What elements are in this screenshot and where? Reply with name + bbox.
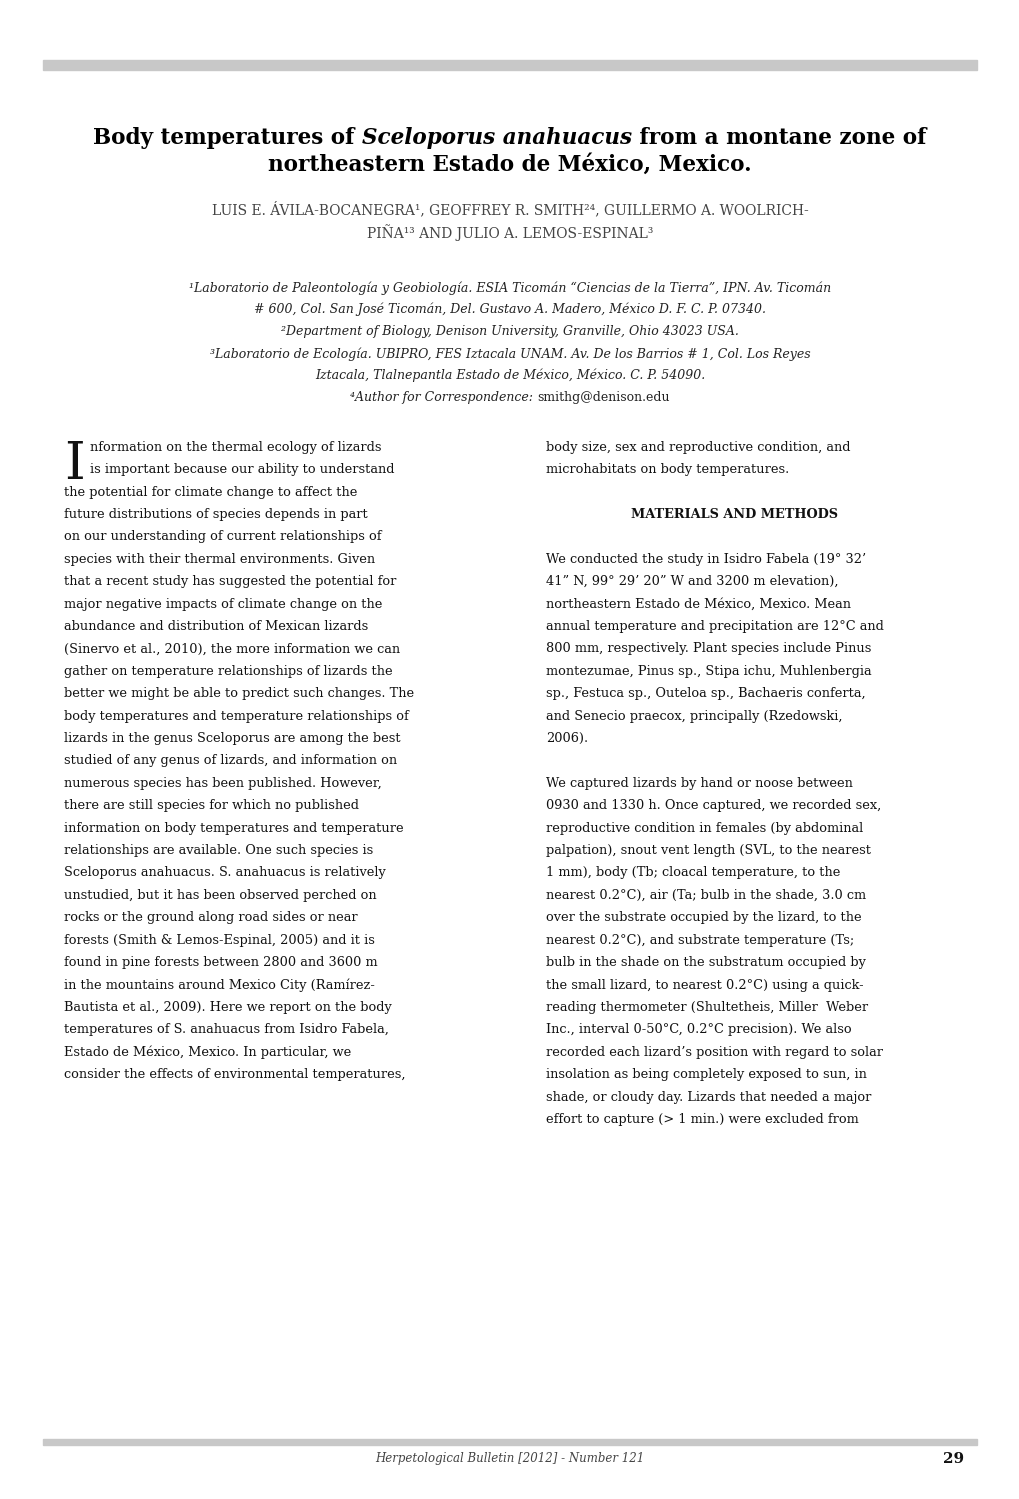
Text: microhabitats on body temperatures.: microhabitats on body temperatures. bbox=[545, 463, 788, 477]
Bar bbox=[43, 1439, 976, 1445]
Text: nearest 0.2°C), air (Ta; bulb in the shade, 3.0 cm: nearest 0.2°C), air (Ta; bulb in the sha… bbox=[545, 889, 865, 902]
Text: 41” N, 99° 29’ 20” W and 3200 m elevation),: 41” N, 99° 29’ 20” W and 3200 m elevatio… bbox=[545, 576, 838, 588]
Text: PIÑA¹³ AND JULIO A. LEMOS-ESPINAL³: PIÑA¹³ AND JULIO A. LEMOS-ESPINAL³ bbox=[367, 223, 652, 241]
Text: temperatures of S. anahuacus from Isidro Fabela,: temperatures of S. anahuacus from Isidro… bbox=[64, 1024, 389, 1036]
Text: that a recent study has suggested the potential for: that a recent study has suggested the po… bbox=[64, 576, 396, 588]
Text: in the mountains around Mexico City (Ramírez-: in the mountains around Mexico City (Ram… bbox=[64, 979, 375, 992]
Text: Sceloporus anahuacus: Sceloporus anahuacus bbox=[362, 127, 632, 148]
Text: annual temperature and precipitation are 12°C and: annual temperature and precipitation are… bbox=[545, 621, 882, 633]
Text: ²Department of Biology, Denison University, Granville, Ohio 43023 USA.: ²Department of Biology, Denison Universi… bbox=[281, 325, 738, 337]
Text: ⁴Author for Correspondence:: ⁴Author for Correspondence: bbox=[350, 391, 537, 403]
Text: Body temperatures of: Body temperatures of bbox=[93, 127, 362, 148]
Text: 1 mm), body (Tb; cloacal temperature, to the: 1 mm), body (Tb; cloacal temperature, to… bbox=[545, 866, 840, 880]
Text: information on body temperatures and temperature: information on body temperatures and tem… bbox=[64, 821, 404, 835]
Text: insolation as being completely exposed to sun, in: insolation as being completely exposed t… bbox=[545, 1069, 866, 1081]
Text: relationships are available. One such species is: relationships are available. One such sp… bbox=[64, 844, 373, 857]
Text: studied of any genus of lizards, and information on: studied of any genus of lizards, and inf… bbox=[64, 754, 397, 767]
Text: numerous species has been published. However,: numerous species has been published. How… bbox=[64, 776, 382, 790]
Text: Sceloporus anahuacus. S. anahuacus is relatively: Sceloporus anahuacus. S. anahuacus is re… bbox=[64, 866, 385, 880]
Text: ¹Laboratorio de Paleontología y Geobiología. ESIA Ticomán “Ciencias de la Tierra: ¹Laboratorio de Paleontología y Geobiolo… bbox=[189, 280, 830, 295]
Text: the small lizard, to nearest 0.2°C) using a quick-: the small lizard, to nearest 0.2°C) usin… bbox=[545, 979, 862, 991]
Text: montezumae, Pinus sp., Stipa ichu, Muhlenbergia: montezumae, Pinus sp., Stipa ichu, Muhle… bbox=[545, 666, 870, 678]
Text: better we might be able to predict such changes. The: better we might be able to predict such … bbox=[64, 687, 414, 700]
Text: future distributions of species depends in part: future distributions of species depends … bbox=[64, 508, 368, 522]
Text: consider the effects of environmental temperatures,: consider the effects of environmental te… bbox=[64, 1069, 406, 1081]
Text: reading thermometer (Shultetheis, Miller  Weber: reading thermometer (Shultetheis, Miller… bbox=[545, 1001, 867, 1013]
Text: palpation), snout vent length (SVL, to the nearest: palpation), snout vent length (SVL, to t… bbox=[545, 844, 870, 857]
Text: ³Laboratorio de Ecología. UBIPRO, FES Iztacala UNAM. Av. De los Barrios # 1, Col: ³Laboratorio de Ecología. UBIPRO, FES Iz… bbox=[210, 346, 809, 361]
Text: Inc., interval 0-50°C, 0.2°C precision). We also: Inc., interval 0-50°C, 0.2°C precision).… bbox=[545, 1024, 851, 1036]
Text: northeastern Estado de México, Mexico. Mean: northeastern Estado de México, Mexico. M… bbox=[545, 598, 850, 610]
Text: the potential for climate change to affect the: the potential for climate change to affe… bbox=[64, 486, 358, 499]
Text: forests (Smith & Lemos-Espinal, 2005) and it is: forests (Smith & Lemos-Espinal, 2005) an… bbox=[64, 934, 375, 947]
Text: major negative impacts of climate change on the: major negative impacts of climate change… bbox=[64, 598, 382, 610]
Text: over the substrate occupied by the lizard, to the: over the substrate occupied by the lizar… bbox=[545, 911, 860, 925]
Text: Iztacala, Tlalnepantla Estado de México, México. C. P. 54090.: Iztacala, Tlalnepantla Estado de México,… bbox=[315, 367, 704, 382]
Text: found in pine forests between 2800 and 3600 m: found in pine forests between 2800 and 3… bbox=[64, 956, 377, 970]
Text: We conducted the study in Isidro Fabela (19° 32’: We conducted the study in Isidro Fabela … bbox=[545, 553, 865, 565]
Text: smithg@denison.edu: smithg@denison.edu bbox=[537, 391, 669, 403]
Text: (Sinervo et al., 2010), the more information we can: (Sinervo et al., 2010), the more informa… bbox=[64, 643, 400, 655]
Text: from a montane zone of: from a montane zone of bbox=[632, 127, 926, 148]
Text: is important because our ability to understand: is important because our ability to unde… bbox=[90, 463, 394, 477]
Text: nearest 0.2°C), and substrate temperature (Ts;: nearest 0.2°C), and substrate temperatur… bbox=[545, 934, 853, 947]
Text: 0930 and 1330 h. Once captured, we recorded sex,: 0930 and 1330 h. Once captured, we recor… bbox=[545, 799, 880, 812]
Text: 29: 29 bbox=[943, 1451, 963, 1466]
Text: bulb in the shade on the substratum occupied by: bulb in the shade on the substratum occu… bbox=[545, 956, 865, 970]
Text: We captured lizards by hand or noose between: We captured lizards by hand or noose bet… bbox=[545, 776, 852, 790]
Text: lizards in the genus Sceloporus are among the best: lizards in the genus Sceloporus are amon… bbox=[64, 732, 400, 745]
Bar bbox=[43, 60, 976, 70]
Text: # 600, Col. San José Ticomán, Del. Gustavo A. Madero, México D. F. C. P. 07340.: # 600, Col. San José Ticomán, Del. Gusta… bbox=[254, 301, 765, 316]
Text: species with their thermal environments. Given: species with their thermal environments.… bbox=[64, 553, 375, 565]
Text: and Senecio praecox, principally (Rzedowski,: and Senecio praecox, principally (Rzedow… bbox=[545, 709, 842, 723]
Text: rocks or the ground along road sides or near: rocks or the ground along road sides or … bbox=[64, 911, 358, 925]
Text: recorded each lizard’s position with regard to solar: recorded each lizard’s position with reg… bbox=[545, 1046, 881, 1058]
Text: there are still species for which no published: there are still species for which no pub… bbox=[64, 799, 359, 812]
Text: abundance and distribution of Mexican lizards: abundance and distribution of Mexican li… bbox=[64, 621, 368, 633]
Text: 2006).: 2006). bbox=[545, 732, 587, 745]
Text: on our understanding of current relationships of: on our understanding of current relation… bbox=[64, 531, 381, 543]
Text: LUIS E. ÁVILA-BOCANEGRA¹, GEOFFREY R. SMITH²⁴, GUILLERMO A. WOOLRICH-: LUIS E. ÁVILA-BOCANEGRA¹, GEOFFREY R. SM… bbox=[211, 202, 808, 217]
Text: body temperatures and temperature relationships of: body temperatures and temperature relati… bbox=[64, 709, 409, 723]
Text: MATERIALS AND METHODS: MATERIALS AND METHODS bbox=[631, 508, 837, 522]
Text: effort to capture (> 1 min.) were excluded from: effort to capture (> 1 min.) were exclud… bbox=[545, 1112, 858, 1126]
Text: shade, or cloudy day. Lizards that needed a major: shade, or cloudy day. Lizards that neede… bbox=[545, 1091, 870, 1103]
Text: Bautista et al., 2009). Here we report on the body: Bautista et al., 2009). Here we report o… bbox=[64, 1001, 391, 1013]
Text: northeastern Estado de México, Mexico.: northeastern Estado de México, Mexico. bbox=[268, 154, 751, 175]
Text: gather on temperature relationships of lizards the: gather on temperature relationships of l… bbox=[64, 666, 392, 678]
Text: Estado de México, Mexico. In particular, we: Estado de México, Mexico. In particular,… bbox=[64, 1046, 352, 1060]
Text: body size, sex and reproductive condition, and: body size, sex and reproductive conditio… bbox=[545, 441, 850, 454]
Text: nformation on the thermal ecology of lizards: nformation on the thermal ecology of liz… bbox=[90, 441, 381, 454]
Text: I: I bbox=[64, 439, 85, 490]
Text: 800 mm, respectively. Plant species include Pinus: 800 mm, respectively. Plant species incl… bbox=[545, 643, 870, 655]
Text: reproductive condition in females (by abdominal: reproductive condition in females (by ab… bbox=[545, 821, 862, 835]
Text: Herpetological Bulletin [2012] - Number 121: Herpetological Bulletin [2012] - Number … bbox=[375, 1453, 644, 1465]
Text: sp., Festuca sp., Outeloa sp., Bachaeris conferta,: sp., Festuca sp., Outeloa sp., Bachaeris… bbox=[545, 687, 864, 700]
Text: unstudied, but it has been observed perched on: unstudied, but it has been observed perc… bbox=[64, 889, 376, 902]
